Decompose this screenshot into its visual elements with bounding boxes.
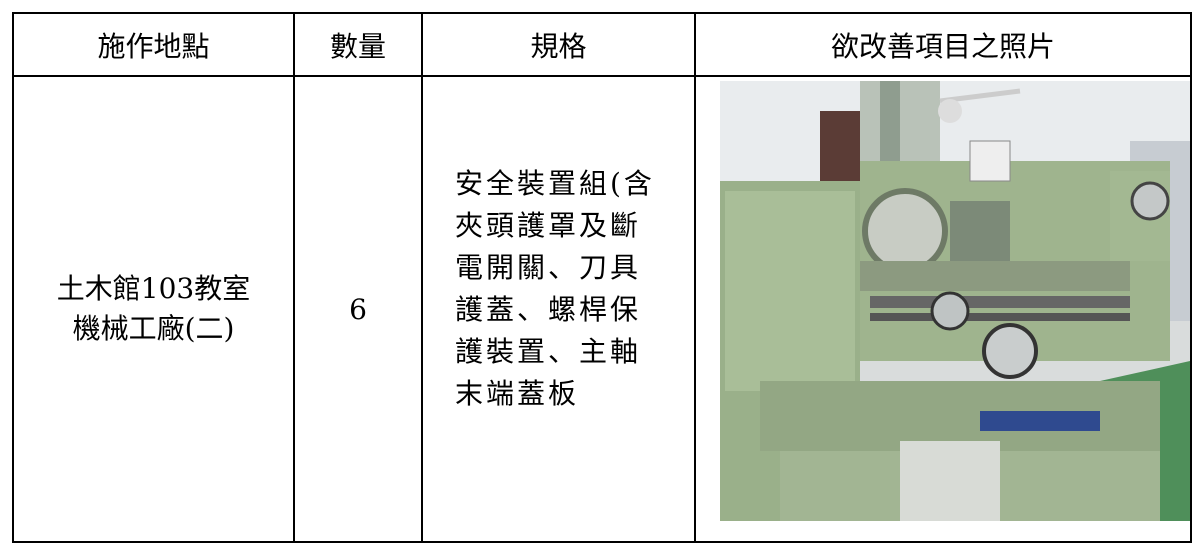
header-row: 施作地點 數量 規格 欲改善項目之照片 — [12, 12, 1192, 77]
header-cell: 數量 — [293, 12, 423, 77]
spec-text: 安全裝置組(含夾頭護罩及斷電開關、刀具護蓋、螺桿保護裝置、主軸末端蓋板 — [455, 167, 655, 410]
page: {"table": {"header": ["施作地點", "數量", "規格"… — [12, 12, 1192, 543]
location-line: 機械工廠(二) — [72, 312, 235, 345]
photo-cell — [694, 75, 1192, 543]
lathe-photo — [720, 81, 1190, 521]
header-cell: 施作地點 — [12, 12, 295, 77]
quantity-cell: 6 — [293, 75, 423, 543]
header-cell: 欲改善項目之照片 — [694, 12, 1192, 77]
location-line: 土木館103教室 — [56, 272, 251, 305]
header-cell: 規格 — [421, 12, 696, 77]
spec-cell: 安全裝置組(含夾頭護罩及斷電開關、刀具護蓋、螺桿保護裝置、主軸末端蓋板 — [421, 75, 696, 543]
location-cell: 土木館103教室 機械工廠(二) — [12, 75, 295, 543]
work-table: 施作地點 數量 規格 欲改善項目之照片 土木館103教室 機械工廠(二) 6 安… — [12, 12, 1192, 543]
body-row: 土木館103教室 機械工廠(二) 6 安全裝置組(含夾頭護罩及斷電開關、刀具護蓋… — [12, 75, 1192, 543]
